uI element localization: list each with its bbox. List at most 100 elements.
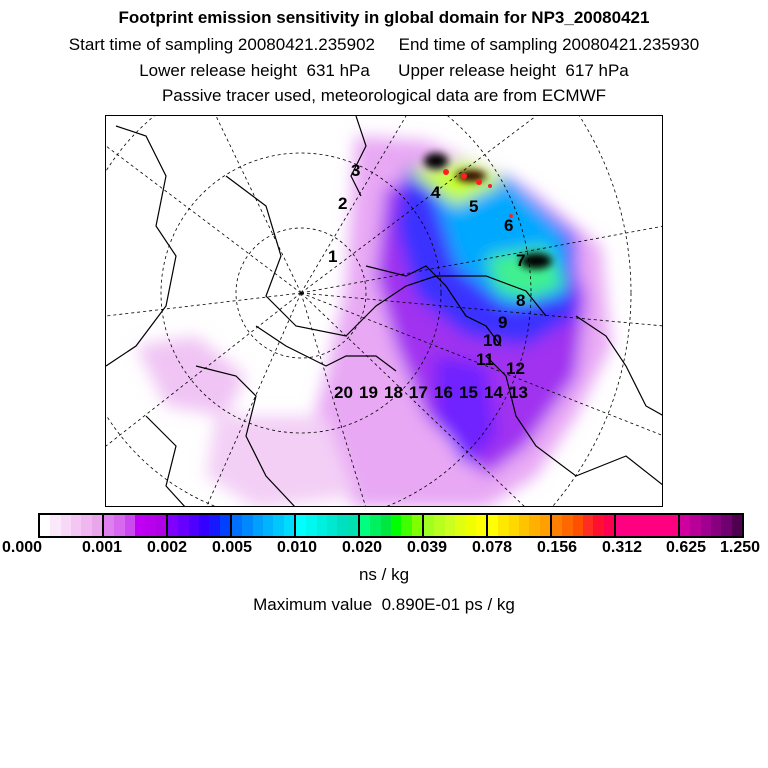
sampling-time-line: Start time of sampling 20080421.235902 E… bbox=[68, 35, 700, 54]
colorbar-cell bbox=[273, 515, 284, 536]
colorbar-cell bbox=[124, 515, 135, 536]
point-label-11: 11 bbox=[476, 350, 494, 369]
point-label-14: 14 bbox=[484, 383, 503, 402]
red-spots bbox=[443, 169, 513, 218]
release-height-line: Lower release height 631 hPa Upper relea… bbox=[139, 61, 629, 80]
colorbar-cell bbox=[552, 515, 563, 536]
colorbar-segment-5 bbox=[360, 515, 424, 536]
colorbar-cell bbox=[178, 515, 189, 536]
colorbar-cell bbox=[155, 515, 166, 536]
colorbar-cell bbox=[721, 515, 732, 536]
point-label-2: 2 bbox=[338, 194, 347, 213]
point-label-13: 13 bbox=[509, 383, 528, 402]
colorbar-tick-9: 0.312 bbox=[601, 539, 643, 556]
colorbar-cell bbox=[657, 515, 668, 536]
colorbar-cell bbox=[434, 515, 445, 536]
colorbar-cell bbox=[710, 515, 722, 536]
point-label-12: 12 bbox=[506, 359, 525, 378]
colorbar-cell bbox=[636, 515, 647, 536]
colorbar-tick-0: 0.000 bbox=[1, 539, 43, 556]
colorbar-cell bbox=[380, 515, 391, 536]
colorbar-cell bbox=[700, 515, 711, 536]
high-sensitivity-spots bbox=[424, 153, 552, 269]
colorbar-segment-4 bbox=[296, 515, 360, 536]
point-label-9: 9 bbox=[498, 313, 507, 332]
colorbar-cell bbox=[454, 515, 466, 536]
colorbar-cell bbox=[529, 515, 540, 536]
point-label-10: 10 bbox=[483, 331, 502, 350]
colorbar-cell bbox=[91, 515, 102, 536]
colorbar-cell bbox=[626, 515, 637, 536]
colorbar-cell bbox=[316, 515, 327, 536]
colorbar-cell bbox=[232, 515, 243, 536]
colorbar-cell bbox=[593, 515, 604, 536]
colorbar-segment-6 bbox=[424, 515, 488, 536]
map-svg: 1 2 3 4 5 6 7 8 9 10 11 12 13 14 15 16 1… bbox=[106, 116, 662, 506]
point-label-17: 17 bbox=[409, 383, 428, 402]
colorbar-tick-7: 0.078 bbox=[471, 539, 513, 556]
colorbar-cell bbox=[337, 515, 348, 536]
colorbar-cell bbox=[488, 515, 499, 536]
colorbar-tick-5: 0.020 bbox=[341, 539, 383, 556]
colorbar-unit: ns / kg bbox=[358, 565, 410, 584]
point-label-19: 19 bbox=[359, 383, 378, 402]
colorbar-cell bbox=[667, 515, 678, 536]
colorbar-cell bbox=[50, 515, 61, 536]
colorbar-cell bbox=[390, 515, 402, 536]
colorbar-cell bbox=[475, 515, 486, 536]
colorbar-cell bbox=[40, 515, 51, 536]
colorbar-segment-1 bbox=[104, 515, 168, 536]
colorbar-cell bbox=[424, 515, 435, 536]
colorbar-cell bbox=[347, 515, 358, 536]
colorbar-cell bbox=[168, 515, 179, 536]
colorbar-cell bbox=[188, 515, 199, 536]
point-label-15: 15 bbox=[459, 383, 478, 402]
colorbar-tick-3: 0.005 bbox=[211, 539, 253, 556]
colorbar-cell bbox=[81, 515, 92, 536]
colorbar-cell bbox=[582, 515, 594, 536]
colorbar-cell bbox=[70, 515, 82, 536]
colorbar-cell bbox=[114, 515, 125, 536]
colorbar-cell bbox=[252, 515, 263, 536]
colorbar-cell bbox=[539, 515, 550, 536]
colorbar-segment-7 bbox=[488, 515, 552, 536]
colorbar-cell bbox=[219, 515, 230, 536]
colorbar-cell bbox=[401, 515, 412, 536]
colorbar-segment-2 bbox=[168, 515, 232, 536]
graticule bbox=[106, 116, 662, 506]
colorbar-cell bbox=[134, 515, 146, 536]
plot-title: Footprint emission sensitivity in global… bbox=[118, 8, 650, 27]
footprint-map: 1 2 3 4 5 6 7 8 9 10 11 12 13 14 15 16 1… bbox=[105, 115, 663, 507]
colorbar-segment-9 bbox=[616, 515, 680, 536]
colorbar-cell bbox=[60, 515, 71, 536]
colorbar-cell bbox=[444, 515, 455, 536]
colorbar-cell bbox=[508, 515, 519, 536]
colorbar-cell bbox=[680, 515, 691, 536]
colorbar-cell bbox=[262, 515, 274, 536]
colorbar-tick-8: 0.156 bbox=[536, 539, 578, 556]
colorbar-segment-3 bbox=[232, 515, 296, 536]
colorbar-cell bbox=[242, 515, 253, 536]
colorbar-cell bbox=[198, 515, 210, 536]
colorbar-cell bbox=[603, 515, 614, 536]
colorbar-cell bbox=[360, 515, 371, 536]
tracer-info-line: Passive tracer used, meteorological data… bbox=[161, 86, 607, 105]
colorbar-cell bbox=[518, 515, 530, 536]
colorbar-cell bbox=[411, 515, 422, 536]
colorbar-cell bbox=[296, 515, 307, 536]
point-label-4: 4 bbox=[431, 183, 441, 202]
point-label-1: 1 bbox=[328, 247, 337, 266]
colorbar-cell bbox=[562, 515, 573, 536]
colorbar-tick-6: 0.039 bbox=[406, 539, 448, 556]
point-label-3: 3 bbox=[351, 161, 360, 180]
point-label-6: 6 bbox=[504, 216, 513, 235]
colorbar-cell bbox=[283, 515, 294, 536]
colorbar-tick-4: 0.010 bbox=[276, 539, 318, 556]
colorbar-cell bbox=[616, 515, 627, 536]
colorbar-cell bbox=[690, 515, 701, 536]
colorbar-cell bbox=[306, 515, 317, 536]
colorbar-cell bbox=[498, 515, 509, 536]
coastlines bbox=[106, 116, 662, 506]
colorbar-cell bbox=[646, 515, 658, 536]
sensitivity-field bbox=[136, 136, 611, 506]
